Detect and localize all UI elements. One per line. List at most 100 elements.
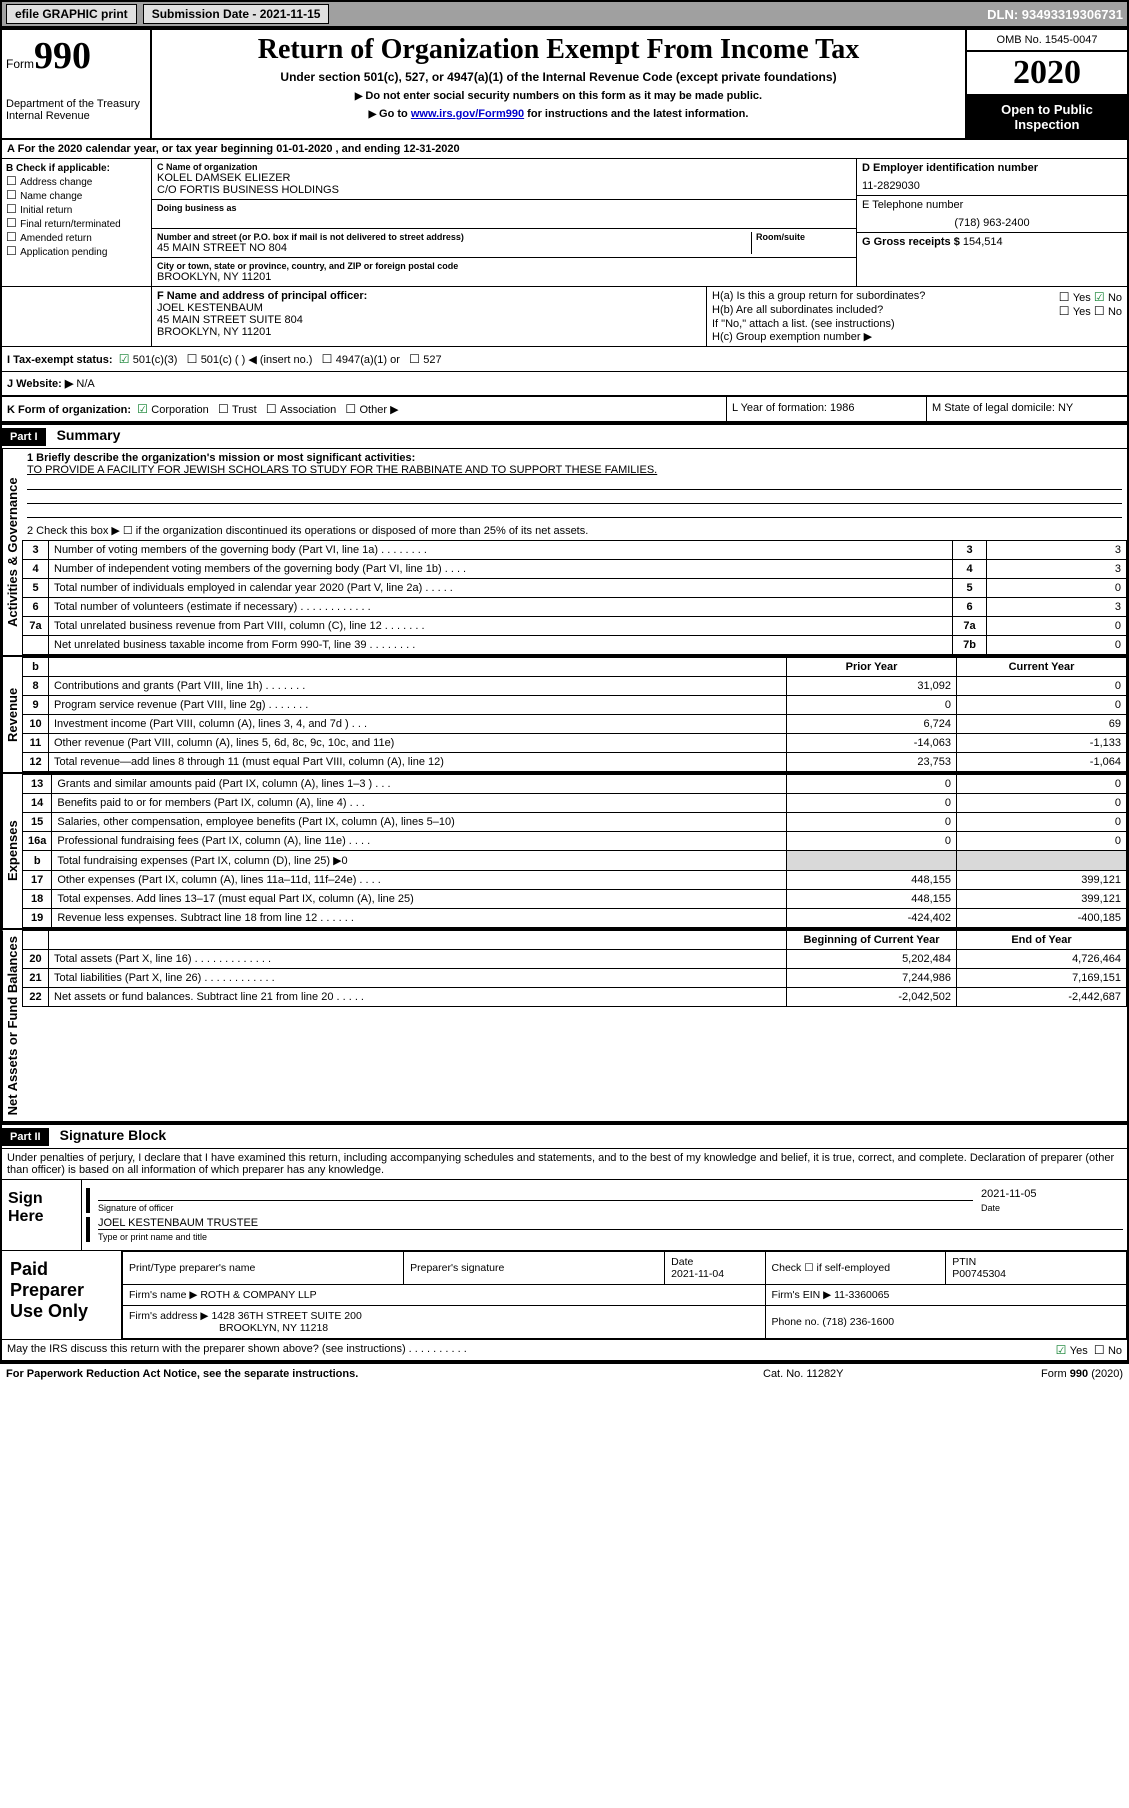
table-row: 3Number of voting members of the governi…: [23, 541, 1127, 560]
street-label: Number and street (or P.O. box if mail i…: [157, 232, 751, 242]
table-row: 22Net assets or fund balances. Subtract …: [23, 988, 1127, 1007]
box-b-option[interactable]: Address change: [6, 174, 147, 188]
form-org-option[interactable]: Association: [260, 404, 340, 416]
perjury-declaration: Under penalties of perjury, I declare th…: [2, 1149, 1127, 1180]
expenses-table: 13Grants and similar amounts paid (Part …: [22, 774, 1127, 928]
box-j-label: J Website: ▶: [7, 378, 73, 390]
officer-addr1: 45 MAIN STREET SUITE 804: [157, 314, 701, 326]
room-label: Room/suite: [756, 232, 851, 242]
box-b: B Check if applicable: Address changeNam…: [2, 159, 152, 286]
goto-post: for instructions and the latest informat…: [524, 108, 748, 120]
tax-status-option[interactable]: 501(c)(3): [116, 354, 181, 366]
q2: 2 Check this box ▶ ☐ if the organization…: [22, 521, 1127, 540]
table-header-row: Beginning of Current YearEnd of Year: [23, 931, 1127, 950]
table-row: 19Revenue less expenses. Subtract line 1…: [23, 909, 1127, 928]
table-row: 10Investment income (Part VIII, column (…: [23, 715, 1127, 734]
table-row: 6Total number of volunteers (estimate if…: [23, 598, 1127, 617]
box-b-option[interactable]: Initial return: [6, 202, 147, 216]
sign-here-label: Sign Here: [2, 1180, 82, 1250]
year-formation: L Year of formation: 1986: [727, 397, 927, 421]
governance-table: 3Number of voting members of the governi…: [22, 540, 1127, 655]
form-title: Return of Organization Exempt From Incom…: [156, 34, 961, 66]
firm-phone-lbl: Phone no.: [772, 1316, 820, 1328]
goto-pre: Go to: [379, 108, 411, 120]
prep-date: 2021-11-04: [671, 1268, 724, 1280]
tax-status-option[interactable]: 527: [403, 354, 445, 366]
discuss-preparer: May the IRS discuss this return with the…: [7, 1343, 1056, 1357]
cat-no: Cat. No. 11282Y: [763, 1368, 963, 1380]
sign-date-label: Date: [973, 1203, 1123, 1213]
h-b: H(b) Are all subordinates included?: [712, 304, 1059, 318]
side-expenses: Expenses: [2, 774, 22, 928]
h-a-yes[interactable]: [1059, 292, 1073, 304]
table-row: 21Total liabilities (Part X, line 26) . …: [23, 969, 1127, 988]
tax-status-option[interactable]: 4947(a)(1) or: [316, 354, 403, 366]
printed-name-label: Type or print name and title: [98, 1232, 1123, 1242]
part2-bar: Part II: [2, 1128, 49, 1146]
table-header-row: bPrior YearCurrent Year: [23, 658, 1127, 677]
yes-label: Yes: [1073, 306, 1091, 318]
table-row: 9Program service revenue (Part VIII, lin…: [23, 696, 1127, 715]
side-governance: Activities & Governance: [2, 449, 22, 655]
footer-form: 990: [1070, 1368, 1088, 1380]
form-org-option[interactable]: Corporation: [134, 404, 212, 416]
line-a-tax-year: A For the 2020 calendar year, or tax yea…: [2, 140, 1127, 159]
note-ssn: Do not enter social security numbers on …: [156, 90, 961, 102]
form-subtitle: Under section 501(c), 527, or 4947(a)(1)…: [156, 70, 961, 84]
box-b-option[interactable]: Amended return: [6, 230, 147, 244]
website: N/A: [76, 378, 94, 390]
street-address: 45 MAIN STREET NO 804: [157, 242, 751, 254]
firm-ein-lbl: Firm's EIN ▶: [772, 1289, 832, 1301]
open-to-public: Open to Public Inspection: [967, 96, 1127, 138]
yes-label: Yes: [1070, 1345, 1088, 1357]
table-row: 18Total expenses. Add lines 13–17 (must …: [23, 890, 1127, 909]
yes-label: Yes: [1073, 292, 1091, 304]
officer-name: JOEL KESTENBAUM: [157, 302, 701, 314]
no-label: No: [1108, 1345, 1122, 1357]
table-row: Net unrelated business taxable income fr…: [23, 636, 1127, 655]
part1-bar: Part I: [2, 428, 46, 446]
h-a-no[interactable]: [1094, 292, 1108, 304]
box-i-label: I Tax-exempt status:: [7, 354, 113, 366]
table-row: 12Total revenue—add lines 8 through 11 (…: [23, 753, 1127, 772]
table-row: 15Salaries, other compensation, employee…: [23, 813, 1127, 832]
form-org-option[interactable]: Trust: [212, 404, 260, 416]
prep-selfemp: Check ☐ if self-employed: [765, 1252, 946, 1285]
ein-label: D Employer identification number: [862, 162, 1122, 174]
org-care-of: C/O FORTIS BUSINESS HOLDINGS: [157, 184, 851, 196]
box-b-option[interactable]: Final return/terminated: [6, 216, 147, 230]
h-b-yes[interactable]: [1059, 306, 1073, 318]
dln: DLN: 93493319306731: [987, 7, 1123, 22]
paid-preparer-label: Paid Preparer Use Only: [2, 1251, 122, 1339]
omb-number: OMB No. 1545-0047: [967, 30, 1127, 52]
city-label: City or town, state or province, country…: [157, 261, 851, 271]
firm-addr-lbl: Firm's address ▶: [129, 1310, 209, 1322]
revenue-table: bPrior YearCurrent Year8Contributions an…: [22, 657, 1127, 772]
discuss-no[interactable]: [1094, 1345, 1108, 1357]
discuss-yes[interactable]: [1056, 1345, 1070, 1357]
officer-printed-name: JOEL KESTENBAUM TRUSTEE: [98, 1217, 1123, 1230]
h-b-note: If "No," attach a list. (see instruction…: [712, 318, 1122, 330]
ein-value: 11-2829030: [862, 180, 1122, 192]
part1-title: Summary: [49, 427, 121, 443]
tax-status-option[interactable]: 501(c) ( ) ◀ (insert no.): [180, 354, 315, 366]
city-state-zip: BROOKLYN, NY 11201: [157, 271, 851, 283]
box-f-label: F Name and address of principal officer:: [157, 290, 701, 302]
tax-year: 2020: [967, 52, 1127, 96]
box-b-option[interactable]: Application pending: [6, 244, 147, 258]
firm-addr2: BROOKLYN, NY 11218: [219, 1322, 328, 1334]
phone-label: E Telephone number: [862, 199, 1122, 211]
instructions-link[interactable]: www.irs.gov/Form990: [411, 108, 524, 120]
h-b-no[interactable]: [1094, 306, 1108, 318]
dba-label: Doing business as: [157, 203, 851, 213]
table-row: 4Number of independent voting members of…: [23, 560, 1127, 579]
box-b-option[interactable]: Name change: [6, 188, 147, 202]
no-label: No: [1108, 292, 1122, 304]
dept-treasury: Department of the Treasury Internal Reve…: [6, 98, 146, 122]
firm-phone: (718) 236-1600: [822, 1316, 894, 1328]
prep-sig-hdr: Preparer's signature: [404, 1252, 665, 1285]
ptin-hdr: PTIN: [952, 1256, 976, 1268]
table-row: 13Grants and similar amounts paid (Part …: [23, 775, 1127, 794]
phone-value: (718) 963-2400: [862, 217, 1122, 229]
form-org-option[interactable]: Other ▶: [339, 404, 401, 416]
